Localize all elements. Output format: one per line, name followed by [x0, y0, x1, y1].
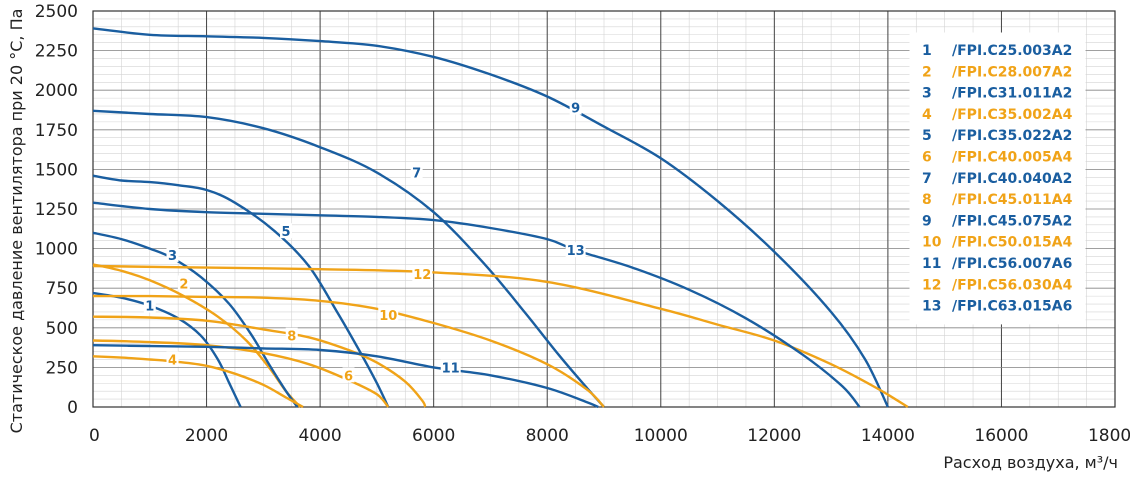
legend-model-3: /FPI.C31.011A2 — [952, 86, 1072, 102]
series-label-bg-4 — [166, 351, 179, 367]
y-tick-label: 250 — [46, 358, 78, 378]
y-tick-label: 2000 — [35, 81, 78, 101]
y-tick-labels: 0 250 500 750 1000 1250 1500 1750 2000 2250 2500 — [35, 2, 78, 418]
x-tick-label: 14000 — [861, 426, 915, 446]
legend-id-7: 7 — [922, 171, 932, 187]
curves — [92, 27, 909, 409]
series-label-10: 10 — [379, 309, 397, 324]
series-line-9 — [92, 27, 889, 408]
legend-id-2: 2 — [922, 64, 932, 80]
series-label-bg-11 — [440, 359, 461, 375]
series-label-12: 12 — [413, 268, 431, 283]
series-label-bg-9 — [569, 99, 582, 115]
series-label-bg-8 — [285, 327, 298, 343]
legend: 1/FPI.C25.003A2 2/FPI.C28.007A2 3/FPI.C31.… — [909, 32, 1086, 325]
y-tick-label: 1750 — [35, 121, 78, 141]
series-label-9: 9 — [571, 102, 580, 117]
series-label-bg-3 — [166, 246, 179, 262]
series-line-3 — [92, 231, 299, 408]
legend-id-12: 12 — [922, 277, 941, 293]
y-tick-label: 1250 — [35, 200, 78, 220]
series-line-4 — [92, 355, 304, 409]
series-line-6 — [92, 339, 390, 408]
y-tick-label: 2500 — [35, 2, 78, 22]
legend-model-1: /FPI.C25.003A2 — [952, 43, 1072, 59]
series-label-bg-1 — [143, 297, 156, 313]
series-label-bg-2 — [177, 275, 190, 291]
legend-model-11: /FPI.C56.007A6 — [952, 256, 1072, 272]
x-tick-label: 8000 — [526, 426, 569, 446]
series-label-bg-6 — [342, 367, 355, 383]
legend-model-4: /FPI.C35.002A4 — [952, 107, 1073, 123]
y-tick-label: 1500 — [35, 160, 78, 180]
legend-id-6: 6 — [922, 150, 932, 166]
series-label-11: 11 — [442, 361, 460, 376]
legend-model-6: /FPI.C40.005A4 — [952, 150, 1073, 166]
legend-model-10: /FPI.C50.015A4 — [952, 235, 1073, 251]
y-tick-label: 500 — [46, 319, 78, 339]
series-label-6: 6 — [344, 369, 353, 384]
legend-model-7: /FPI.C40.040A2 — [952, 171, 1072, 187]
y-axis-title: Статическое давление вентилятора при 20 … — [7, 9, 26, 434]
x-tick-label: 0 — [89, 426, 100, 446]
x-tick-label: 4000 — [298, 426, 341, 446]
legend-model-2: /FPI.C28.007A2 — [952, 64, 1072, 80]
series-label-bg-12 — [412, 265, 433, 281]
series-label-bg-7 — [410, 164, 423, 180]
legend-id-5: 5 — [922, 128, 932, 144]
x-axis-title: Расход воздуха, м³/ч — [943, 453, 1118, 472]
series-label-2: 2 — [179, 277, 188, 292]
legend-model-12: /FPI.C56.030A4 — [952, 277, 1073, 293]
y-tick-label: 2250 — [35, 42, 78, 62]
legend-id-11: 11 — [922, 256, 941, 272]
legend-id-1: 1 — [922, 43, 932, 59]
series-line-1 — [92, 291, 242, 408]
legend-model-5: /FPI.C35.022A2 — [952, 128, 1072, 144]
legend-model-9: /FPI.C45.075A2 — [952, 213, 1072, 229]
series-line-8 — [92, 315, 427, 408]
series-line-12 — [92, 264, 909, 409]
series-label-bg-13 — [565, 242, 586, 258]
series-label-8: 8 — [287, 330, 296, 345]
y-tick-label: 0 — [67, 398, 78, 418]
x-tick-label: 10000 — [634, 426, 688, 446]
series-line-10 — [92, 294, 605, 408]
series-label-4: 4 — [168, 353, 177, 368]
series-label-bg-5 — [280, 223, 293, 239]
legend-box — [909, 32, 1086, 325]
legend-id-9: 9 — [922, 213, 932, 229]
series-line-13 — [92, 201, 861, 408]
legend-id-8: 8 — [922, 192, 932, 208]
series-label-13: 13 — [567, 244, 585, 259]
x-tick-labels: 0 2000 4000 6000 8000 10000 12000 14000 16000 180… — [89, 426, 1130, 446]
legend-model-8: /FPI.C45.011A4 — [952, 192, 1073, 208]
series-label-7: 7 — [412, 167, 421, 182]
legend-id-4: 4 — [922, 107, 932, 123]
legend-id-3: 3 — [922, 86, 932, 102]
series-label-3: 3 — [168, 249, 177, 264]
series-line-11 — [92, 344, 599, 409]
x-tick-label: 6000 — [412, 426, 455, 446]
legend-id-10: 10 — [922, 235, 942, 251]
x-tick-label: 12000 — [747, 426, 801, 446]
y-tick-label: 1000 — [35, 240, 78, 260]
y-tick-label: 750 — [46, 279, 78, 299]
legend-id-13: 13 — [922, 299, 941, 315]
x-tick-label: 2000 — [185, 426, 228, 446]
series-label-1: 1 — [145, 300, 154, 315]
series-label-bg-10 — [378, 307, 399, 323]
series-line-7 — [92, 109, 605, 408]
legend-model-13: /FPI.C63.015A6 — [952, 299, 1072, 315]
x-tick-label: 16000 — [974, 426, 1028, 446]
series-label-5: 5 — [282, 225, 291, 240]
